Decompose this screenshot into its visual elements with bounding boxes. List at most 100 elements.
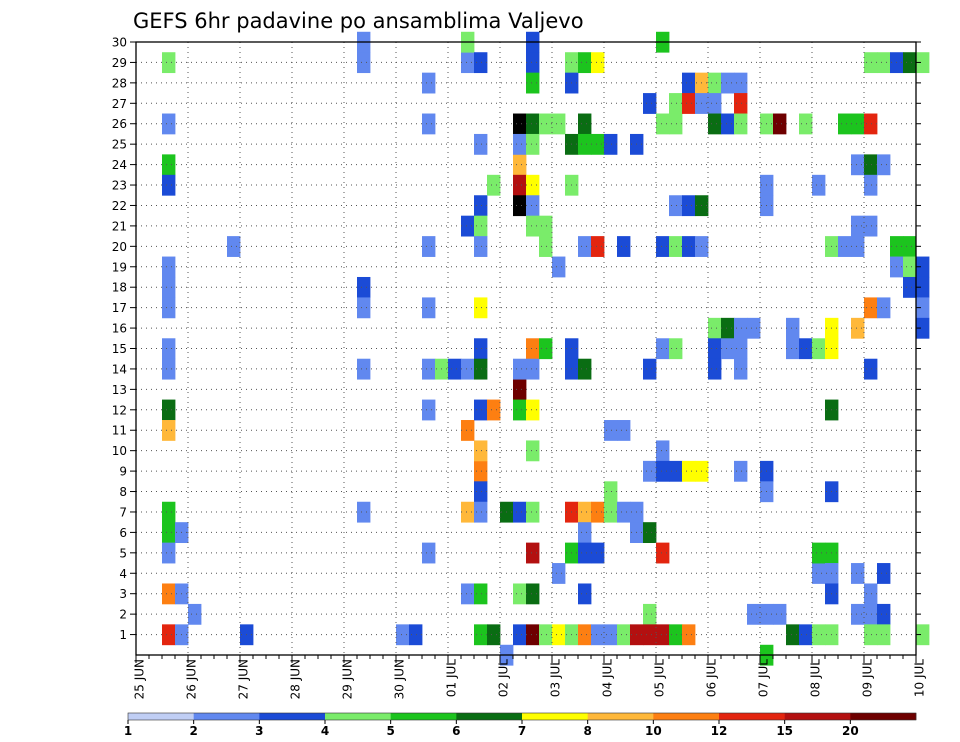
y-tick-label: 30 [112, 36, 127, 50]
heatmap-cell [474, 501, 488, 523]
heatmap-cell [708, 72, 722, 94]
heatmap-cell [669, 195, 683, 217]
heatmap-cell [552, 256, 566, 278]
heatmap-cell [604, 133, 618, 155]
heatmap-cell [578, 501, 592, 523]
y-tick-label: 1 [119, 628, 127, 642]
heatmap-cell [708, 358, 722, 380]
heatmap-cell [513, 113, 527, 135]
x-tick-label: 09 JUL [861, 659, 875, 697]
x-tick-label: 08 JUL [809, 659, 823, 697]
heatmap-cell [682, 93, 696, 114]
legend-swatch [325, 713, 391, 720]
heatmap-cell [617, 501, 631, 523]
heatmap-cell [422, 358, 436, 380]
y-tick-label: 15 [112, 342, 127, 356]
heatmap-cell [656, 460, 670, 482]
heatmap-cell [643, 522, 657, 544]
heatmap-cell [864, 358, 878, 380]
heatmap-cell [578, 583, 592, 605]
heatmap-cell [539, 215, 553, 237]
y-tick-label: 8 [119, 485, 127, 499]
heatmap-cell [643, 603, 657, 625]
heatmap-cell [474, 215, 488, 237]
heatmap-cell [474, 399, 488, 421]
heatmap-cell [162, 542, 176, 564]
heatmap-cell [162, 522, 176, 544]
heatmap-cell [526, 542, 540, 564]
y-tick-label: 10 [112, 444, 127, 458]
legend-label: 4 [321, 724, 329, 738]
legend-label: 3 [255, 724, 263, 738]
heatmap-cell [916, 52, 930, 74]
heatmap-cell [513, 583, 527, 605]
heatmap-cell [864, 603, 878, 625]
heatmap-cell [669, 338, 683, 360]
legend-label: 20 [842, 724, 859, 738]
heatmap-cell [721, 317, 735, 339]
heatmap-cell [877, 563, 891, 584]
heatmap-cell [916, 297, 930, 319]
heatmap-cell [526, 215, 540, 237]
color-legend: 1 2 3 4 5 6 7 8 10 12 15 20 [124, 712, 917, 738]
x-tick-label: 27 JUN [237, 659, 251, 699]
heatmap-cell [604, 501, 618, 523]
heatmap-cell [474, 460, 488, 482]
heatmap-cell [812, 338, 826, 360]
heatmap-cell [812, 624, 826, 646]
heatmap-cell [357, 52, 371, 74]
heatmap-cell [656, 338, 670, 360]
x-tick-label: 06 JUL [705, 659, 719, 697]
heatmap-cell [903, 276, 917, 298]
legend-label: 12 [711, 724, 728, 738]
heatmap-cell [539, 338, 553, 360]
heatmap-cell [188, 603, 202, 625]
heatmap-cell [513, 154, 527, 176]
heatmap-cell [578, 113, 592, 135]
y-tick-label: 12 [112, 403, 127, 417]
heatmap-cell [539, 236, 553, 257]
heatmap-cell [357, 297, 371, 319]
heatmap-cell [617, 624, 631, 646]
y-tick-label: 18 [112, 281, 127, 295]
y-tick-label: 2 [119, 608, 127, 622]
heatmap-cell [591, 133, 605, 155]
heatmap-cell [604, 420, 618, 441]
heatmap-cell [864, 583, 878, 605]
heatmap-cell [669, 93, 683, 114]
heatmap-cell [162, 583, 176, 605]
x-tick-label: 05 JUL [653, 659, 667, 697]
heatmap-cells [162, 31, 930, 666]
legend-swatch [522, 713, 588, 720]
heatmap-cell [422, 72, 436, 94]
heatmap-cell [708, 93, 722, 114]
legend-label: 5 [386, 724, 394, 738]
heatmap-cell [877, 624, 891, 646]
heatmap-cell [903, 256, 917, 278]
legend-label: 1 [124, 724, 132, 738]
heatmap-cell [916, 276, 930, 298]
heatmap-cell [682, 624, 696, 646]
heatmap-cell [526, 113, 540, 135]
heatmap-cell [396, 624, 410, 646]
heatmap-cell [552, 563, 566, 584]
heatmap-cell [526, 195, 540, 217]
heatmap-cell [682, 236, 696, 257]
x-tick-label: 29 JUN [341, 659, 355, 699]
heatmap-cell [851, 113, 865, 135]
heatmap-cell [903, 236, 917, 257]
heatmap-cell [357, 501, 371, 523]
heatmap-cell [682, 72, 696, 94]
heatmap-cell [617, 420, 631, 441]
heatmap-cell [474, 52, 488, 74]
heatmap-cell [734, 72, 748, 94]
y-tick-label: 25 [112, 138, 127, 152]
heatmap-cell [513, 379, 527, 400]
heatmap-cell [864, 52, 878, 74]
heatmap-cell [656, 113, 670, 135]
y-tick-label: 9 [119, 465, 127, 479]
heatmap-cell [162, 624, 176, 646]
heatmap-cell [734, 113, 748, 135]
heatmap-cell [786, 338, 800, 360]
